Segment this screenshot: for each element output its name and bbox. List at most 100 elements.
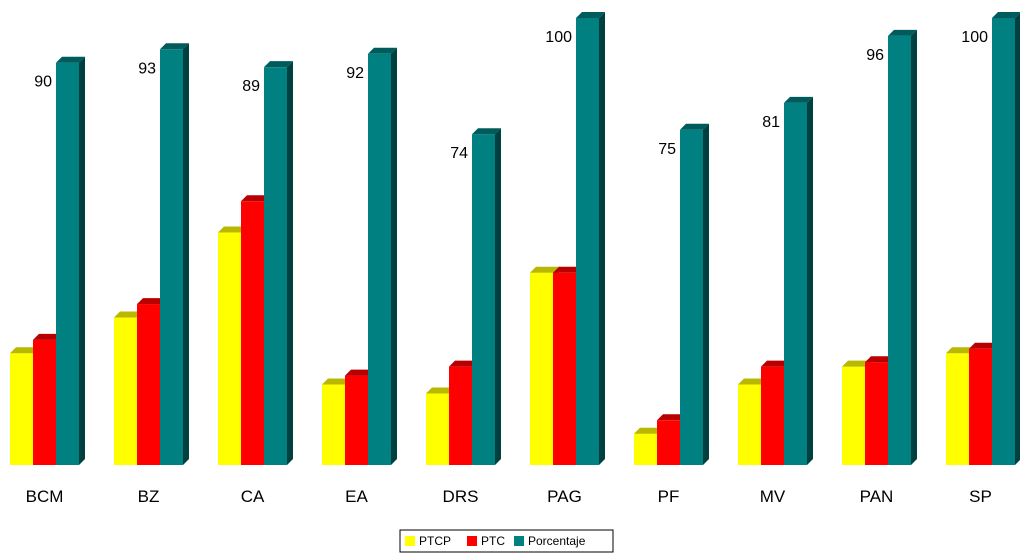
bar-porcentaje-ca — [264, 61, 293, 466]
bar-porcentaje-bz — [160, 43, 189, 465]
bar-front — [368, 53, 391, 465]
bar-front — [472, 134, 495, 465]
bar-top — [784, 96, 813, 103]
category-label-mv: MV — [760, 487, 786, 506]
bar-top — [56, 56, 85, 63]
bar-top — [634, 427, 663, 434]
category-label-ca: CA — [241, 487, 265, 506]
bar-top — [865, 356, 894, 363]
data-label-mv: 81 — [762, 114, 780, 131]
bar-top — [33, 333, 62, 340]
legend-label-porcentaje: Porcentaje — [528, 534, 586, 548]
bar-front — [10, 353, 33, 465]
category-label-pag: PAG — [547, 487, 582, 506]
bar-side — [495, 128, 501, 465]
legend-swatch-ptcp — [405, 536, 415, 546]
bar-top — [10, 347, 39, 354]
bar-front — [530, 272, 553, 465]
bar-top — [842, 360, 871, 367]
bar-porcentaje-bcm — [56, 56, 85, 465]
bar-front — [160, 49, 183, 465]
bar-porcentaje-sp — [992, 12, 1020, 465]
bar-top — [137, 298, 166, 305]
bar-top — [946, 347, 975, 354]
bar-top — [530, 266, 559, 273]
bar-front — [842, 366, 865, 465]
bar-porcentaje-mv — [784, 96, 813, 466]
legend-box — [399, 529, 614, 553]
bar-top — [969, 342, 998, 349]
bar-front — [218, 232, 241, 465]
bar-top — [264, 61, 293, 68]
category-label-pf: PF — [658, 487, 680, 506]
bar-side — [287, 61, 293, 466]
bars-layer — [10, 12, 1020, 466]
bar-front — [680, 129, 703, 465]
bar-side — [911, 29, 917, 465]
category-label-drs: DRS — [443, 487, 479, 506]
data-label-pf: 75 — [658, 141, 676, 158]
bar-front — [241, 201, 264, 465]
bar-top — [576, 12, 605, 18]
bar-side — [391, 47, 397, 465]
legend-label-ptcp: PTCP — [419, 534, 451, 548]
bar-porcentaje-drs — [472, 128, 501, 465]
bar-porcentaje-ea — [368, 47, 397, 465]
bar-front — [969, 348, 992, 465]
bar-top — [657, 414, 686, 421]
bar-front — [738, 384, 761, 465]
data-label-ca: 89 — [242, 78, 260, 95]
bar-top — [345, 369, 374, 376]
data-label-bcm: 90 — [34, 74, 52, 91]
bar-side — [703, 123, 709, 465]
bar-front — [761, 366, 784, 465]
category-label-ea: EA — [345, 487, 368, 506]
legend-swatch-porcentaje — [514, 536, 524, 546]
bar-front — [553, 272, 576, 465]
bar-top — [160, 43, 189, 50]
data-label-pan: 96 — [866, 47, 884, 64]
category-label-pan: PAN — [860, 487, 894, 506]
bar-top — [553, 266, 582, 273]
bar-side — [1015, 13, 1020, 465]
bar-top — [449, 360, 478, 367]
bar-porcentaje-pan — [888, 29, 917, 465]
bar-front — [56, 62, 79, 465]
data-label-bz: 93 — [138, 60, 156, 77]
data-label-sp: 100 — [961, 29, 988, 46]
bar-side — [599, 12, 605, 465]
bar-top — [114, 311, 143, 318]
bar-front — [426, 393, 449, 465]
bar-front — [888, 35, 911, 465]
bar-side — [79, 56, 85, 465]
bar-front — [322, 384, 345, 465]
bar-top — [241, 195, 270, 202]
bar-top — [368, 47, 397, 54]
bar-porcentaje-pf — [680, 123, 709, 465]
bar-top — [680, 123, 709, 130]
bar-front — [449, 366, 472, 465]
bar-top — [322, 378, 351, 385]
category-label-bz: BZ — [138, 487, 160, 506]
bar-top — [472, 128, 501, 135]
data-label-ea: 92 — [346, 65, 364, 82]
bar-front — [576, 18, 599, 465]
bar-top — [761, 360, 790, 367]
data-label-pag: 100 — [545, 29, 572, 46]
bar-front — [114, 317, 137, 465]
bar-porcentaje-pag — [576, 12, 605, 465]
legend-label-ptc: PTC — [481, 534, 505, 548]
bar-top — [738, 378, 767, 385]
bar-front — [634, 433, 657, 465]
bar-front — [33, 339, 56, 465]
category-label-sp: SP — [969, 487, 992, 506]
bar-front — [946, 353, 969, 465]
bar-top — [426, 387, 455, 394]
bar-side — [807, 96, 813, 466]
bar-top — [992, 12, 1020, 18]
value-labels-layer: 90 93 89 92 74 100 75 81 96 100 — [34, 29, 988, 162]
bar-side — [183, 43, 189, 465]
bar-front — [784, 102, 807, 466]
category-label-bcm: BCM — [26, 487, 64, 506]
